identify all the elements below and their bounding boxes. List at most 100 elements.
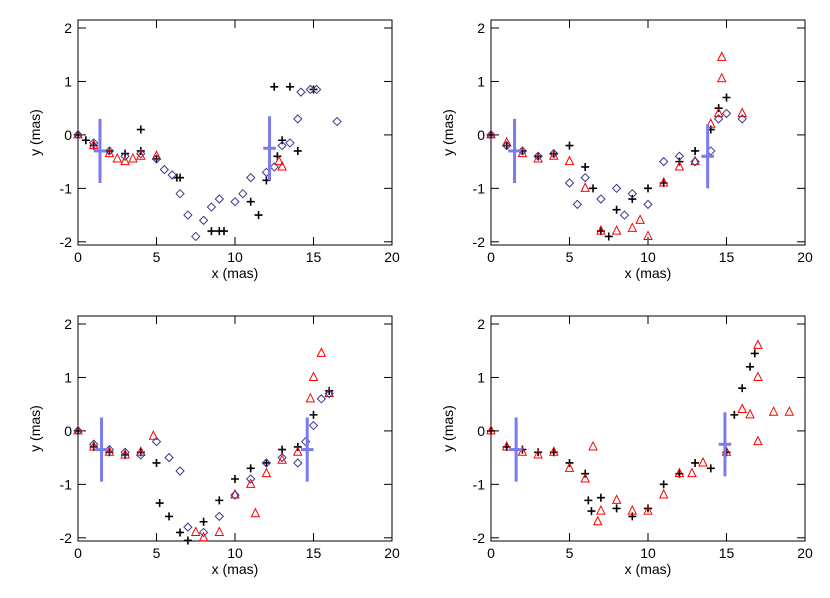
point-diamond [120,151,130,161]
point-plus [612,504,621,513]
point-triangle [261,467,272,478]
panel: 0 5 10 15 20 -2 -1 0 1 2 x (mas) y (mas) [440,19,813,281]
point-triangle [611,224,622,235]
point-plus [152,458,161,467]
y-tick-label: -2 [473,234,486,250]
point-diamond [136,450,146,460]
panel: 0 5 10 15 20 -2 -1 0 1 2 x (mas) y (mas) [440,315,813,577]
point-triangle [745,408,755,419]
point-plus [659,480,668,489]
point-triangle [753,339,763,349]
point-plus [246,197,255,206]
panel: 0 5 10 15 20 -2 -1 0 1 2 x (mas) y (mas) [27,19,400,281]
point-diamond [277,452,287,463]
point-diamond [230,197,240,207]
point-diamond [293,114,303,124]
point-diamond [230,490,240,500]
point-diamond [308,420,319,431]
point-triangle [627,222,638,232]
x-tick-label: 0 [487,249,495,265]
point-plus [183,536,192,545]
point-diamond [183,210,193,220]
point-triangle [658,176,669,187]
point-plus [604,232,613,241]
point-plus [246,464,255,473]
point-triangle [564,462,575,472]
point-triangle [588,440,598,451]
point-diamond [316,394,327,404]
x-tick-label: 10 [640,545,656,561]
point-triangle [580,472,591,483]
plot-frame [490,19,806,246]
x-tick-label: 10 [640,249,656,265]
point-plus [746,362,755,371]
x-tick-label: 15 [306,249,322,265]
x-tick-label: 0 [74,545,82,561]
point-diamond [214,511,225,522]
point-triangle [635,214,645,224]
point-diamond [164,452,174,463]
x-tick-label: 0 [487,545,495,561]
point-plus [730,410,739,419]
point-plus [644,184,652,193]
y-axis-label: y (mas) [440,405,456,452]
point-diamond [564,178,575,188]
point-triangle [698,456,708,467]
point-triangle [316,347,327,357]
y-tick-label: 0 [64,423,72,439]
y-tick-label: 2 [477,20,485,36]
y-tick-label: 2 [477,316,485,332]
point-triangle [190,526,201,536]
point-triangle [151,150,162,160]
point-plus [262,458,271,467]
point-triangle [148,430,159,440]
point-diamond [73,130,83,140]
x-tick-label: 5 [153,545,161,561]
point-triangle [198,531,209,542]
point-triangle [737,107,748,118]
y-tick-label: 1 [64,369,72,385]
point-triangle [687,467,697,478]
y-tick-label: -2 [60,234,73,250]
point-diamond [151,154,162,164]
plot-frame [77,315,393,542]
point-triangle [627,504,638,515]
point-diamond [285,138,295,148]
point-triangle [277,160,287,171]
point-triangle [245,478,256,488]
y-tick-label: 2 [64,316,72,332]
x-tick-label: 15 [719,249,735,265]
point-diamond [737,114,747,124]
point-diamond [596,194,606,204]
point-plus [587,507,596,516]
x-axis-label: x (mas) [625,561,672,577]
point-triangle [486,424,496,435]
point-diamond [175,466,185,476]
point-plus [285,82,294,91]
point-diamond [245,474,256,484]
point-triangle [674,467,685,478]
x-axis-label: x (mas) [212,561,259,577]
point-diamond [88,439,99,449]
point-triangle [324,387,335,397]
point-diamond [151,436,162,447]
point-plus [565,141,574,150]
point-triangle [596,224,606,235]
x-tick-label: 10 [227,249,243,265]
x-tick-label: 5 [566,249,574,265]
point-plus [155,499,164,508]
plot-frame [77,19,393,246]
point-triangle [486,128,496,139]
point-triangle [533,448,543,459]
x-tick-label: 20 [797,545,813,561]
point-plus [596,493,605,502]
y-axis-label: y (mas) [440,109,456,156]
point-diamond [206,202,217,212]
point-diamond [296,87,306,97]
point-plus [220,227,229,236]
point-triangle [120,155,130,166]
x-tick-label: 20 [384,249,400,265]
point-plus [589,184,598,193]
point-triangle [501,440,512,451]
point-triangle [250,507,261,518]
